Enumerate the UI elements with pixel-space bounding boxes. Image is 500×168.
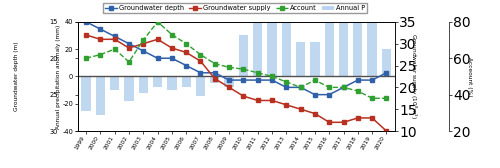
Groundwater depth bbox=[298, 86, 304, 88]
Bar bbox=[110, 76, 120, 90]
Bar bbox=[124, 76, 134, 101]
Bar bbox=[296, 42, 306, 76]
Groundwater supply bbox=[212, 78, 218, 80]
Groundwater supply bbox=[140, 43, 146, 45]
Bar bbox=[196, 76, 205, 96]
Groundwater supply bbox=[226, 86, 232, 88]
Bar bbox=[253, 0, 262, 76]
Groundwater supply bbox=[83, 34, 89, 36]
Groundwater supply bbox=[154, 38, 160, 40]
Groundwater depth bbox=[112, 35, 117, 37]
Groundwater depth bbox=[284, 86, 290, 88]
Bar bbox=[239, 35, 248, 76]
Account bbox=[212, 63, 218, 65]
Groundwater supply bbox=[284, 104, 290, 106]
Groundwater supply bbox=[384, 130, 390, 132]
Bar bbox=[96, 76, 105, 115]
Groundwater supply bbox=[355, 117, 361, 119]
Groundwater depth bbox=[126, 43, 132, 45]
Y-axis label: Acceount (%): Acceount (%) bbox=[467, 57, 472, 96]
Groundwater depth bbox=[183, 65, 189, 67]
Line: Account: Account bbox=[84, 20, 388, 100]
Account bbox=[340, 86, 346, 88]
Groundwater depth bbox=[226, 79, 232, 81]
Groundwater supply bbox=[126, 47, 132, 49]
Account bbox=[198, 54, 203, 56]
Groundwater supply bbox=[312, 113, 318, 115]
Y-axis label: Groundwater supply ($10^8$m$^3$): Groundwater supply ($10^8$m$^3$) bbox=[408, 33, 418, 120]
Account bbox=[140, 39, 146, 41]
Account bbox=[269, 75, 275, 77]
Groundwater depth bbox=[384, 72, 390, 74]
Bar bbox=[210, 76, 220, 83]
Bar bbox=[339, 0, 348, 76]
Bar bbox=[282, 1, 291, 76]
Groundwater depth bbox=[369, 79, 375, 81]
Groundwater supply bbox=[112, 38, 117, 40]
Groundwater depth bbox=[212, 72, 218, 74]
Groundwater depth bbox=[240, 79, 246, 81]
Groundwater depth bbox=[326, 94, 332, 96]
Groundwater supply bbox=[98, 38, 103, 40]
Groundwater depth bbox=[340, 86, 346, 88]
Bar bbox=[138, 76, 148, 93]
Bar bbox=[182, 76, 191, 87]
Groundwater depth bbox=[254, 79, 260, 81]
Bar bbox=[310, 42, 320, 76]
Bar bbox=[382, 49, 391, 76]
Groundwater supply bbox=[326, 121, 332, 123]
Groundwater depth bbox=[140, 50, 146, 52]
Bar bbox=[224, 76, 234, 87]
Account bbox=[126, 61, 132, 63]
Groundwater supply bbox=[254, 99, 260, 101]
Groundwater depth bbox=[98, 28, 103, 30]
Groundwater depth bbox=[355, 79, 361, 81]
Groundwater supply bbox=[198, 60, 203, 62]
Groundwater supply bbox=[369, 117, 375, 119]
Account bbox=[369, 97, 375, 99]
Groundwater depth bbox=[198, 72, 203, 74]
Account bbox=[98, 54, 103, 56]
Groundwater depth bbox=[169, 57, 175, 59]
Account bbox=[298, 86, 304, 88]
Bar bbox=[268, 0, 276, 76]
Account bbox=[183, 43, 189, 45]
Groundwater depth bbox=[83, 21, 89, 23]
Account bbox=[312, 79, 318, 81]
Y-axis label: Annual precipitation anomaly (mm): Annual precipitation anomaly (mm) bbox=[56, 24, 61, 129]
Line: Groundwater supply: Groundwater supply bbox=[84, 33, 388, 133]
Groundwater depth bbox=[312, 94, 318, 96]
Account bbox=[169, 34, 175, 36]
Y-axis label: Groundwater depth (m): Groundwater depth (m) bbox=[14, 42, 19, 111]
Groundwater supply bbox=[298, 108, 304, 110]
Groundwater depth bbox=[269, 79, 275, 81]
Groundwater supply bbox=[269, 99, 275, 101]
Account bbox=[326, 86, 332, 88]
Line: Groundwater depth: Groundwater depth bbox=[84, 20, 388, 96]
Groundwater supply bbox=[183, 51, 189, 53]
Account bbox=[284, 81, 290, 83]
Bar bbox=[324, 0, 334, 76]
Groundwater supply bbox=[240, 95, 246, 97]
Groundwater supply bbox=[169, 47, 175, 49]
Legend: Groundwater depth, Groundwater supply, Account, Annual P: Groundwater depth, Groundwater supply, A… bbox=[102, 3, 368, 13]
Bar bbox=[82, 76, 90, 111]
Account bbox=[154, 21, 160, 23]
Account bbox=[384, 97, 390, 99]
Bar bbox=[153, 76, 162, 87]
Groundwater depth bbox=[154, 57, 160, 59]
Bar bbox=[353, 8, 362, 76]
Account bbox=[355, 90, 361, 92]
Bar bbox=[368, 1, 377, 76]
Account bbox=[240, 68, 246, 70]
Account bbox=[83, 57, 89, 59]
Groundwater supply bbox=[340, 121, 346, 123]
Bar bbox=[167, 76, 176, 90]
Account bbox=[226, 66, 232, 68]
Account bbox=[112, 48, 117, 50]
Account bbox=[254, 72, 260, 74]
